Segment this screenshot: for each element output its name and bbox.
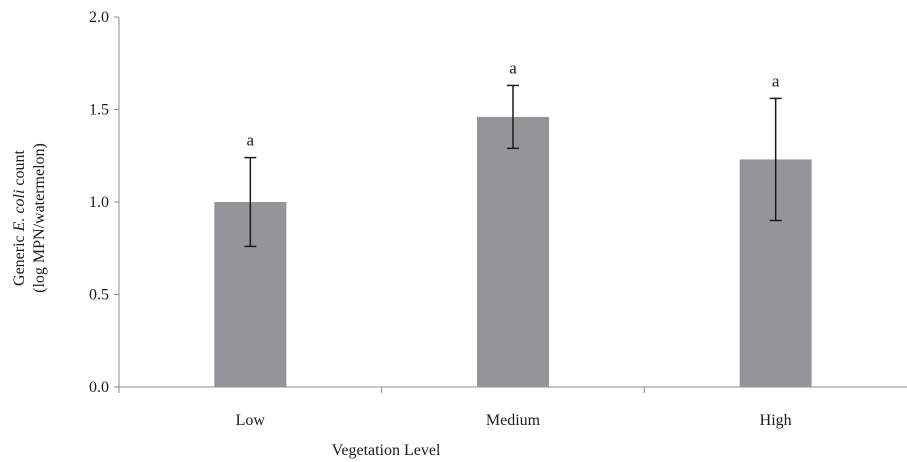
- y-tick-label: 0.5: [89, 287, 109, 304]
- y-axis-title-line2: (log MPN/watermelon): [31, 143, 48, 293]
- bar: [477, 116, 549, 388]
- y-axis: 0.0 0.5 1.0 1.5 2.0: [89, 9, 120, 396]
- x-axis: Low Medium High: [118, 386, 907, 429]
- bars: a a a: [214, 58, 812, 388]
- y-tick-label: 2.0: [89, 9, 109, 26]
- x-tick-label: High: [760, 412, 792, 429]
- y-tick-label: 1.0: [89, 194, 109, 211]
- x-axis-title: Vegetation Level: [332, 442, 441, 459]
- x-tick-label: Medium: [486, 412, 541, 429]
- significance-label: a: [247, 131, 255, 150]
- y-tick-label: 1.5: [89, 102, 109, 119]
- y-axis-title: Generic E. coli count (log MPN/watermelo…: [11, 143, 48, 293]
- y-axis-title-line1: Generic E. coli count: [11, 149, 28, 286]
- significance-label: a: [509, 58, 517, 77]
- y-tick-label: 0.0: [89, 379, 109, 396]
- significance-label: a: [772, 71, 780, 90]
- x-tick-label: Low: [236, 412, 266, 429]
